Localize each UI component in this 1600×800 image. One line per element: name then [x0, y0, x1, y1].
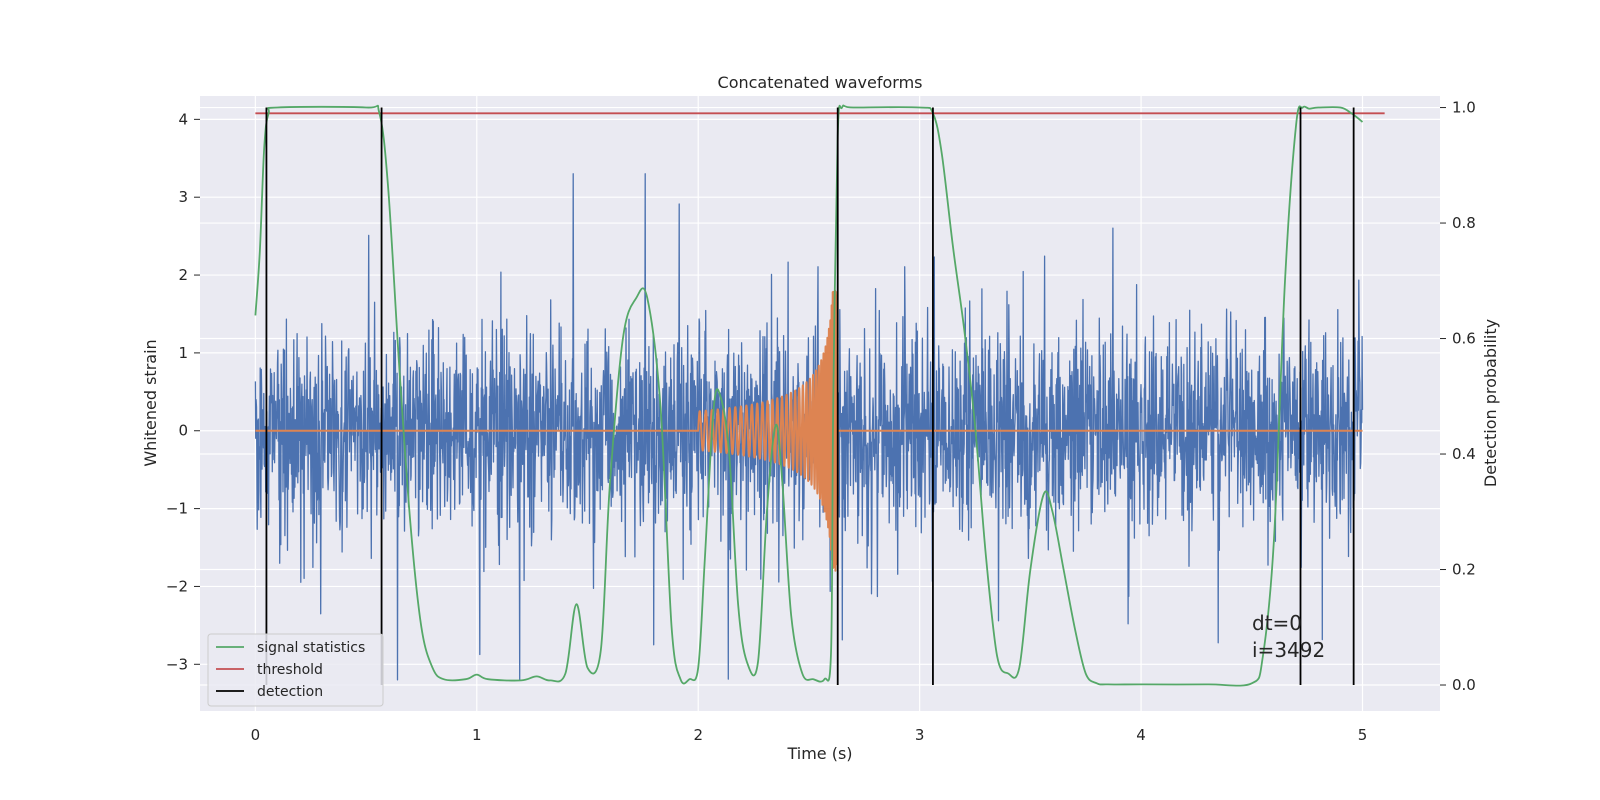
y2-tick-label: 0.8 [1452, 214, 1476, 232]
x-axis-label: Time (s) [786, 744, 852, 763]
legend-label-threshold: threshold [257, 662, 323, 678]
chart-title: Concatenated waveforms [718, 73, 923, 92]
x-tick-label: 0 [251, 726, 261, 744]
y2-axis-label: Detection probability [1481, 319, 1500, 487]
y-tick-label: 3 [178, 188, 188, 206]
y2-tick-label: 0.4 [1452, 445, 1476, 463]
y2-axis-ticks: 1.0 0.8 0.6 0.4 0.2 0.0 [1440, 99, 1476, 694]
y-tick-label: −1 [166, 500, 188, 518]
y-tick-label: 0 [178, 422, 188, 440]
x-tick-label: 4 [1136, 726, 1146, 744]
x-tick-label: 1 [472, 726, 482, 744]
x-tick-label: 5 [1358, 726, 1368, 744]
annotation-dt: dt=0 [1252, 611, 1302, 635]
y2-tick-label: 1.0 [1452, 99, 1476, 117]
series-injected-chirp [255, 289, 1363, 572]
x-axis-ticks: 0 1 2 3 4 5 [251, 726, 1368, 744]
y-tick-label: 4 [178, 110, 188, 128]
y-tick-label: 2 [178, 266, 188, 284]
legend-box [207, 633, 384, 707]
annotation-index: i=3492 [1252, 638, 1325, 662]
y-axis-label: Whitened strain [141, 339, 160, 466]
x-tick-label: 3 [915, 726, 925, 744]
y2-tick-label: 0.0 [1452, 676, 1476, 694]
legend: signal statistics threshold detection [207, 633, 384, 707]
y-axis-ticks: 4 3 2 1 0 −1 −2 −3 [166, 110, 200, 673]
y2-tick-label: 0.2 [1452, 561, 1476, 579]
legend-label-signal-statistics: signal statistics [257, 640, 365, 656]
y-tick-label: −2 [166, 577, 188, 595]
y-tick-label: −3 [166, 655, 188, 673]
legend-label-detection: detection [257, 684, 323, 700]
series-signal-statistics [254, 104, 1364, 687]
x-tick-label: 2 [693, 726, 703, 744]
y-tick-label: 1 [178, 344, 188, 362]
y2-tick-label: 0.6 [1452, 330, 1476, 348]
series-layer [254, 104, 1385, 687]
